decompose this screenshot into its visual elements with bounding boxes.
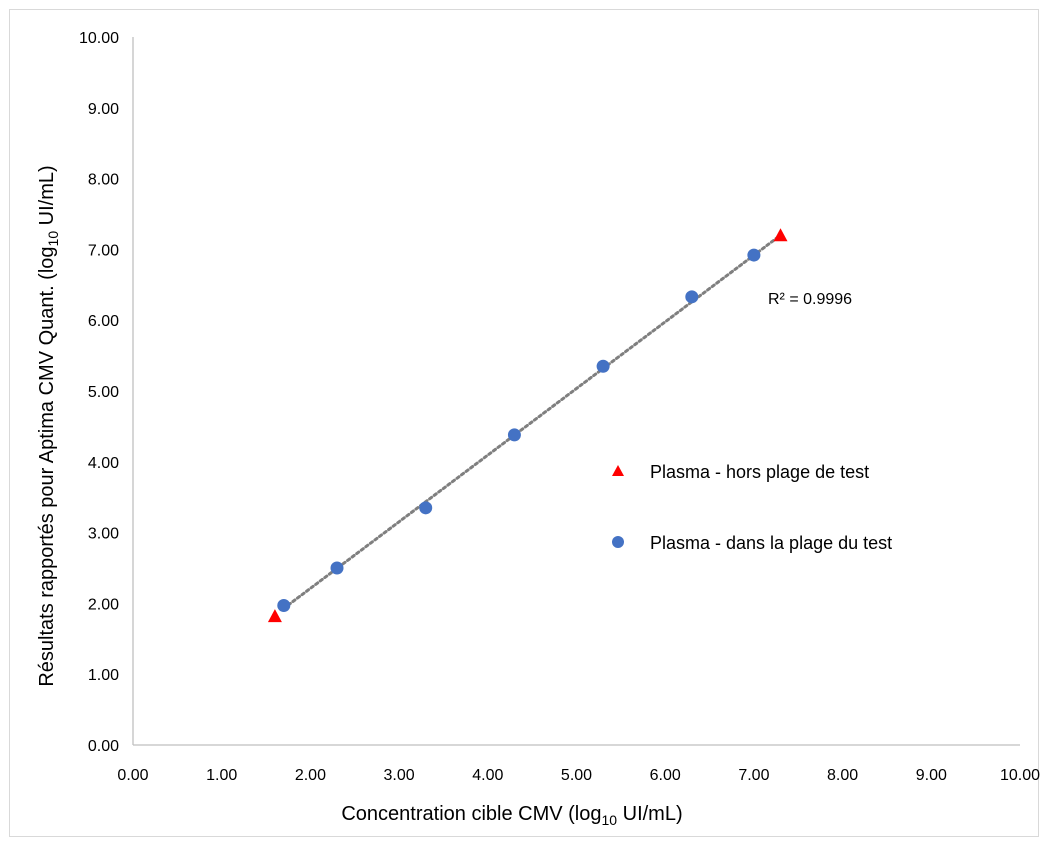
x-tick-label: 10.00 xyxy=(1000,767,1040,784)
x-tick-label: 6.00 xyxy=(650,767,681,784)
legend-marker-circle xyxy=(612,536,624,548)
data-point-circle xyxy=(507,428,521,442)
y-axis-title-main: Résultats rapportés pour Aptima CMV Quan… xyxy=(36,246,58,686)
x-tick-label: 2.00 xyxy=(295,767,326,784)
x-tick-label: 4.00 xyxy=(472,767,503,784)
data-point-circle xyxy=(277,599,291,613)
data-point-circle xyxy=(596,359,610,373)
data-point-circle xyxy=(685,290,699,304)
y-axis-title-post: UI/mL) xyxy=(36,165,58,231)
y-tick-label: 10.00 xyxy=(79,30,119,47)
x-tick-label: 3.00 xyxy=(384,767,415,784)
y-tick-label: 0.00 xyxy=(88,738,119,755)
y-tick-label: 2.00 xyxy=(88,596,119,613)
data-point-circle xyxy=(330,561,344,575)
x-axis-title: Concentration cible CMV (log10 UI/mL) xyxy=(341,803,682,828)
y-tick-label: 5.00 xyxy=(88,384,119,401)
x-tick-label: 0.00 xyxy=(117,767,148,784)
chart-area xyxy=(9,9,1039,837)
y-tick-label: 9.00 xyxy=(88,101,119,118)
data-point-triangle xyxy=(267,609,282,623)
legend-label-dans-plage: Plasma - dans la plage du test xyxy=(650,533,892,553)
y-axis-title-sub: 10 xyxy=(45,231,61,247)
y-tick-label: 1.00 xyxy=(88,667,119,684)
legend: Plasma - hors plage de test Plasma - dan… xyxy=(612,462,892,553)
legend-label-hors-plage: Plasma - hors plage de test xyxy=(650,462,869,482)
y-tick-label: 6.00 xyxy=(88,313,119,330)
y-tick-labels: 0.00 1.00 2.00 3.00 4.00 5.00 6.00 7.00 8.00 9.00… xyxy=(79,30,119,755)
y-tick-label: 3.00 xyxy=(88,526,119,543)
x-tick-label: 8.00 xyxy=(827,767,858,784)
y-tick-label: 7.00 xyxy=(88,242,119,259)
x-tick-label: 9.00 xyxy=(916,767,947,784)
data-point-circle xyxy=(747,248,761,262)
x-axis-title-main: Concentration cible CMV (log xyxy=(341,803,601,825)
axes xyxy=(132,37,1020,746)
y-tick-label: 8.00 xyxy=(88,172,119,189)
x-axis-title-sub: 10 xyxy=(601,812,617,828)
x-axis-title-post: UI/mL) xyxy=(617,803,683,825)
y-tick-label: 4.00 xyxy=(88,455,119,472)
x-tick-label: 7.00 xyxy=(738,767,769,784)
data-points xyxy=(267,228,788,623)
r-squared-label: R² = 0.9996 xyxy=(768,291,852,308)
data-point-triangle xyxy=(773,228,788,242)
data-point-circle xyxy=(419,501,433,515)
x-tick-label: 1.00 xyxy=(206,767,237,784)
y-axis-title: Résultats rapportés pour Aptima CMV Quan… xyxy=(36,165,61,686)
x-tick-labels: 0.00 1.00 2.00 3.00 4.00 5.00 6.00 7.00 8.00 9.00… xyxy=(117,767,1040,784)
x-tick-label: 5.00 xyxy=(561,767,592,784)
legend-marker-triangle xyxy=(612,465,624,476)
